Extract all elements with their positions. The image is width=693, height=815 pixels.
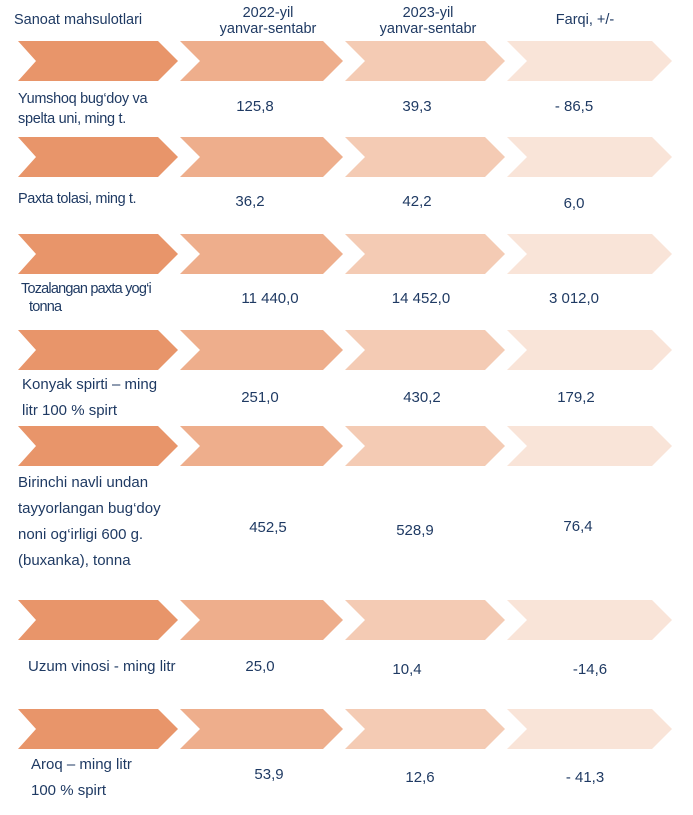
chevron-arrow — [180, 234, 343, 274]
chevron-arrow — [18, 709, 178, 749]
arrow-band-svg — [18, 709, 672, 749]
chevron-arrow — [18, 600, 178, 640]
row-label-line: Birinchi navli undan — [18, 474, 149, 491]
chevron-arrow — [507, 41, 672, 81]
chevron-arrow — [507, 234, 672, 274]
value-2022: 36,2 — [235, 193, 265, 210]
row-label-line: tayyorlangan bug‘doy — [18, 500, 161, 517]
header-2022-line2: yanvar-sentabr — [219, 21, 317, 37]
arrow-band — [0, 41, 693, 81]
chevron-arrow — [345, 600, 505, 640]
row-label-line: noni og‘irligi 600 g. — [18, 526, 144, 543]
chevron-arrow — [507, 137, 672, 177]
row-label: Uzum vinosi - ming litr — [28, 654, 228, 680]
row-label-line: Tozalangan paxta yog‘i — [21, 281, 152, 297]
arrow-band — [0, 234, 693, 274]
value-2022: 125,8 — [236, 98, 274, 115]
value-2022: 452,5 — [249, 519, 287, 536]
chevron-arrow — [180, 330, 343, 370]
chevron-arrow — [345, 709, 505, 749]
chevron-arrow — [18, 234, 178, 274]
value-2022: 25,0 — [245, 658, 275, 675]
row-label-line: 100 % spirt — [31, 782, 107, 799]
value-2022: 11 440,0 — [241, 290, 299, 307]
arrow-band-svg — [18, 137, 672, 177]
row-label-line: Aroq – ming litr — [31, 756, 132, 773]
chevron-arrow — [345, 330, 505, 370]
header-product: Sanoat mahsulotlari — [14, 12, 204, 28]
arrow-band-svg — [18, 600, 672, 640]
value-diff: -14,6 — [572, 661, 608, 678]
row-label-line: Yumshoq bug‘doy va — [18, 91, 148, 107]
arrow-band — [0, 330, 693, 370]
chevron-arrow — [180, 41, 343, 81]
row-label: Birinchi navli undan tayyorlangan bug‘do… — [18, 470, 208, 574]
chevron-arrow — [507, 426, 672, 466]
row-label-line: tonna — [29, 299, 62, 315]
chevron-arrow — [18, 137, 178, 177]
chevron-arrow — [180, 426, 343, 466]
row-label-line: litr 100 % spirt — [22, 402, 118, 419]
value-2022: 251,0 — [241, 389, 279, 406]
value-2023: 39,3 — [402, 98, 432, 115]
chevron-arrow — [507, 600, 672, 640]
chevron-arrow — [18, 41, 178, 81]
chevron-arrow — [18, 330, 178, 370]
header-2023-line2: yanvar-sentabr — [379, 21, 477, 37]
chevron-arrow — [180, 600, 343, 640]
chevron-arrow — [18, 426, 178, 466]
row-label-line: Paxta tolasi, ming t. — [18, 191, 137, 207]
arrow-band-svg — [18, 426, 672, 466]
row-label: Yumshoq bug‘doy va spelta uni, ming t. — [18, 89, 208, 129]
chevron-arrow — [180, 137, 343, 177]
header-2022-line1: 2022-yil — [242, 5, 294, 21]
header-2022: 2022-yil yanvar-sentabr — [188, 5, 348, 37]
header-diff-label: Farqi, +/- — [555, 12, 615, 28]
chevron-arrow — [507, 330, 672, 370]
row-label-line: (buxanka), tonna — [18, 552, 131, 569]
chevron-arrow — [345, 234, 505, 274]
arrow-band-svg — [18, 41, 672, 81]
arrow-band — [0, 137, 693, 177]
header-2023-line1: 2023-yil — [402, 5, 454, 21]
row-label-line: spelta uni, ming t. — [18, 111, 126, 127]
value-2023: 430,2 — [403, 389, 441, 406]
value-2023: 12,6 — [405, 769, 435, 786]
value-2023: 528,9 — [396, 522, 434, 539]
chevron-arrow — [345, 426, 505, 466]
value-diff: 76,4 — [563, 518, 593, 535]
value-diff: - 41,3 — [565, 769, 605, 786]
arrow-band — [0, 709, 693, 749]
value-2022: 53,9 — [254, 766, 284, 783]
arrow-band — [0, 426, 693, 466]
header-diff: Farqi, +/- — [500, 12, 670, 28]
chevron-arrow — [345, 41, 505, 81]
value-diff: 6,0 — [563, 195, 585, 212]
row-label: Konyak spirti – ming litr 100 % spirt — [22, 372, 212, 424]
value-diff: 179,2 — [557, 389, 595, 406]
value-2023: 10,4 — [392, 661, 422, 678]
value-diff: 3 012,0 — [548, 290, 600, 307]
arrow-band-svg — [18, 234, 672, 274]
row-label: Aroq – ming litr 100 % spirt — [31, 752, 221, 804]
chevron-arrow — [180, 709, 343, 749]
value-2023: 14 452,0 — [391, 290, 451, 307]
row-label-line: Konyak spirti – ming — [22, 376, 158, 393]
value-diff: - 86,5 — [554, 98, 594, 115]
value-2023: 42,2 — [402, 193, 432, 210]
chevron-arrow — [507, 709, 672, 749]
row-label-line: Uzum vinosi - ming litr — [28, 658, 176, 675]
header-2023: 2023-yil yanvar-sentabr — [348, 5, 508, 37]
header-product-label: Sanoat mahsulotlari — [14, 12, 143, 28]
row-label: Paxta tolasi, ming t. — [18, 186, 208, 212]
chevron-arrow — [345, 137, 505, 177]
row-label: Tozalangan paxta yog‘i tonna — [21, 280, 211, 316]
arrow-band — [0, 600, 693, 640]
arrow-band-svg — [18, 330, 672, 370]
